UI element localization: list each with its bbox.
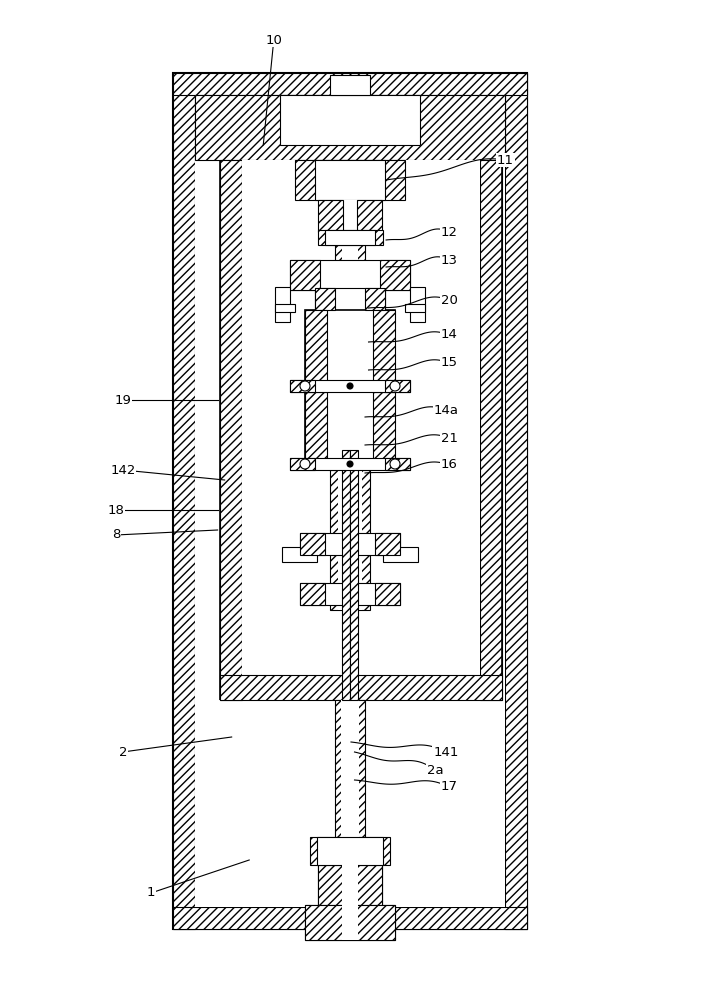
Bar: [242, 160, 480, 700]
Bar: [330, 470, 370, 610]
Bar: [310, 837, 390, 865]
Bar: [300, 533, 400, 555]
Bar: [342, 200, 358, 295]
Bar: [290, 380, 410, 392]
Text: 14: 14: [441, 328, 458, 342]
Bar: [315, 160, 385, 200]
Bar: [317, 837, 383, 865]
Text: 12: 12: [441, 226, 458, 238]
Bar: [318, 230, 383, 245]
Bar: [357, 200, 382, 232]
Bar: [305, 392, 327, 460]
Circle shape: [300, 459, 310, 469]
Bar: [305, 310, 327, 382]
Bar: [305, 392, 395, 460]
Bar: [315, 288, 385, 310]
Text: 18: 18: [107, 504, 124, 516]
Bar: [300, 583, 400, 605]
Text: 15: 15: [441, 357, 458, 369]
Bar: [338, 470, 362, 610]
Bar: [410, 287, 425, 322]
Bar: [505, 73, 527, 929]
Bar: [275, 304, 295, 312]
Bar: [195, 95, 505, 160]
Bar: [318, 863, 382, 907]
Bar: [173, 73, 527, 929]
Bar: [385, 458, 410, 470]
Circle shape: [390, 459, 400, 469]
Bar: [373, 392, 395, 460]
Bar: [300, 533, 325, 555]
Bar: [350, 450, 358, 700]
Text: 17: 17: [441, 780, 458, 794]
Text: 13: 13: [441, 253, 458, 266]
Text: 20: 20: [441, 294, 458, 306]
Circle shape: [300, 381, 310, 391]
Bar: [220, 675, 502, 700]
Bar: [330, 75, 370, 95]
Bar: [315, 288, 335, 310]
Text: 10: 10: [265, 33, 282, 46]
Text: 1: 1: [147, 886, 155, 900]
Bar: [275, 287, 290, 322]
Circle shape: [390, 381, 400, 391]
Text: 141: 141: [433, 746, 458, 758]
Bar: [290, 260, 320, 290]
Bar: [173, 907, 527, 929]
Bar: [375, 583, 400, 605]
Bar: [195, 95, 505, 907]
Bar: [380, 260, 410, 290]
Bar: [290, 458, 410, 470]
Bar: [305, 905, 395, 940]
Bar: [335, 700, 365, 840]
Bar: [318, 863, 382, 907]
Text: 19: 19: [114, 393, 131, 406]
Text: 2: 2: [119, 746, 127, 758]
Circle shape: [347, 383, 353, 389]
Bar: [385, 380, 410, 392]
Bar: [290, 458, 315, 470]
Bar: [405, 304, 425, 312]
Text: 2a: 2a: [427, 764, 444, 776]
Bar: [295, 160, 405, 200]
Bar: [173, 73, 195, 929]
Bar: [383, 547, 418, 562]
Bar: [342, 450, 350, 700]
Bar: [318, 200, 343, 232]
Text: 21: 21: [441, 432, 458, 444]
Bar: [300, 583, 325, 605]
Bar: [335, 200, 365, 295]
Text: 8: 8: [112, 528, 120, 542]
Bar: [325, 230, 375, 245]
Bar: [280, 95, 420, 145]
Text: 142: 142: [110, 464, 135, 477]
Text: 16: 16: [441, 458, 458, 472]
Bar: [290, 260, 410, 290]
Bar: [282, 547, 317, 562]
Bar: [365, 288, 385, 310]
Bar: [373, 310, 395, 382]
Bar: [480, 160, 502, 700]
Text: 14a: 14a: [433, 403, 458, 416]
Bar: [290, 380, 315, 392]
Bar: [173, 73, 527, 95]
Bar: [220, 160, 242, 700]
Bar: [342, 863, 358, 940]
Bar: [305, 905, 395, 940]
Circle shape: [347, 461, 353, 467]
Bar: [305, 310, 395, 382]
Bar: [341, 700, 359, 840]
Text: 11: 11: [497, 153, 514, 166]
Bar: [375, 533, 400, 555]
